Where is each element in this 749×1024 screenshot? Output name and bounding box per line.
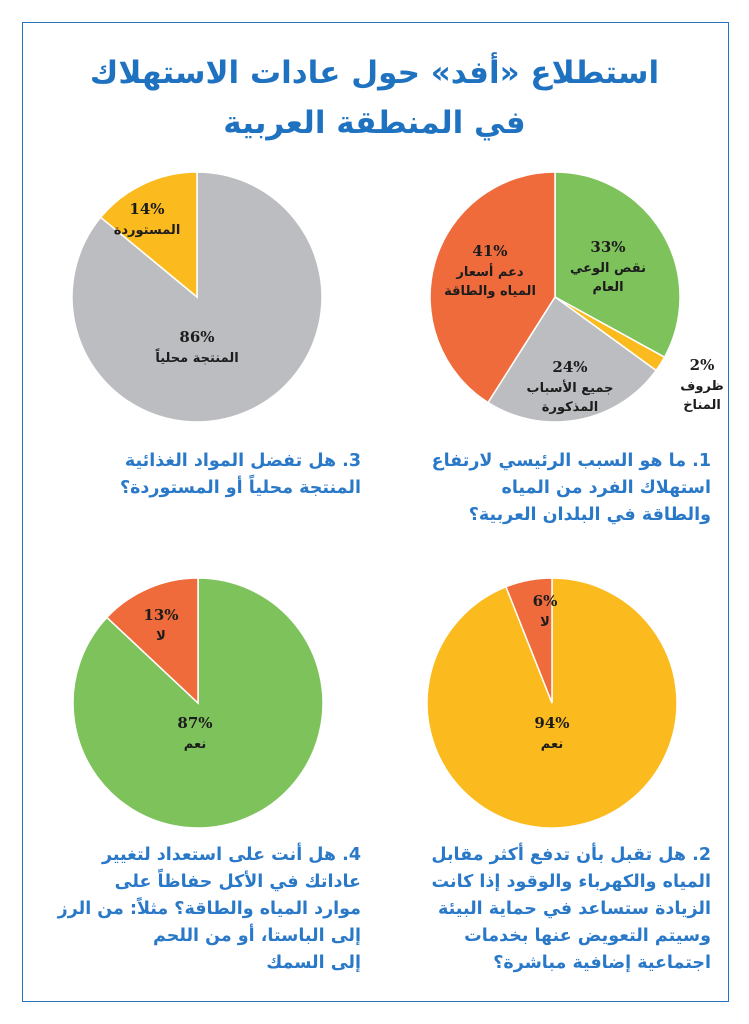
question-4-line-2: عاداتك في الأكل حفاظاً على [114,872,361,892]
pie-slice [505,577,553,704]
question-2-line-5: اجتماعية إضافية مباشرة؟ [493,953,711,973]
question-4-line-4: إلى الباستا، أو من اللحم [152,926,361,946]
slice-percent-label: 86% [179,328,214,346]
question-3: 3. هل تفضل المواد الغذائية المنتجة محليا… [61,448,361,502]
pie-chart-q3: 86% المنتجة محلياً 14% المستوردة [71,171,323,423]
question-2-line-1: 2. هل تقبل بأن تدفع أكثر مقابل [431,845,711,865]
question-2-line-4: وسيتم التعويض عنها بخدمات [464,926,711,946]
question-4-line-1: 4. هل أنت على استعداد لتغيير [101,845,361,865]
slice-percent-label: 13% [143,606,178,624]
slice-category-label: نعم [541,737,563,752]
pie-slice [554,171,681,359]
slice-category-label: جميع الأسباب [527,379,614,396]
pie-chart-q2: 94% نعم 6% لا [426,577,678,829]
pie-slice [105,577,199,705]
pie-slice [486,295,658,423]
question-1-line-3: والطاقة في البلدان العربية؟ [468,505,711,525]
slice-percent-label: 2% [690,356,715,374]
slice-category-label: لا [156,629,166,644]
question-4: 4. هل أنت على استعداد لتغيير عاداتك في ا… [41,842,361,977]
title-line-1: استطلاع «أفد» حول عادات الاستهلاك [89,55,660,91]
page-title: استطلاع «أفد» حول عادات الاستهلاك في الم… [0,48,749,148]
slice-percent-label: 87% [177,714,212,732]
slice-percent-label: 6% [533,592,558,610]
question-2: 2. هل تقبل بأن تدفع أكثر مقابل المياه وا… [371,842,711,977]
slice-category-label: المناخ [683,398,721,413]
pie-chart-q4: 87% نعم 13% لا [72,577,324,829]
slice-category-label: دعم أسعار [455,263,524,280]
question-1: 1. ما هو السبب الرئيسي لارتفاع استهلاك ا… [381,448,711,529]
question-2-line-2: المياه والكهرباء والوقود إذا كانت [431,872,711,892]
pie-chart-q1: 33% نقص الوعي العام 2% ظروف المناخ 24% جميع الأ… [429,171,724,423]
page-frame [22,22,729,1002]
slice-category-label: لا [540,615,550,630]
question-1-line-2: استهلاك الفرد من المياه [501,478,711,498]
slice-percent-label: 41% [472,242,507,260]
pie-slice [72,577,324,829]
slice-category-label: المستوردة [114,223,181,238]
question-4-line-5: إلى السمك [266,953,361,973]
question-3-line-1: 3. هل تفضل المواد الغذائية [124,451,361,471]
question-2-line-3: الزيادة ستساعد في حماية البيئة [438,899,711,919]
slice-category-label: العام [592,280,623,295]
slice-category-label: المياه والطاقة [444,284,536,299]
slice-percent-label: 14% [129,200,164,218]
pie-slice [99,171,198,299]
slice-percent-label: 33% [590,238,625,256]
question-3-line-2: المنتجة محلياً أو المستوردة؟ [119,478,361,498]
slice-category-label: نعم [184,737,206,752]
slice-category-label: ظروف [680,379,724,394]
slice-percent-label: 24% [552,358,587,376]
pie-slice [429,171,556,404]
question-1-line-1: 1. ما هو السبب الرئيسي لارتفاع [431,451,711,471]
pie-slice [426,577,678,829]
slice-category-label: المنتجة محلياً [155,348,238,366]
question-4-line-3: موارد المياه والطاقة؟ مثلاً: من الرز [57,899,361,919]
slice-category-label: نقص الوعي [570,261,646,276]
title-line-2: في المنطقة العربية [223,105,526,141]
slice-percent-label: 94% [534,714,569,732]
slice-category-label: المذكورة [542,400,598,415]
